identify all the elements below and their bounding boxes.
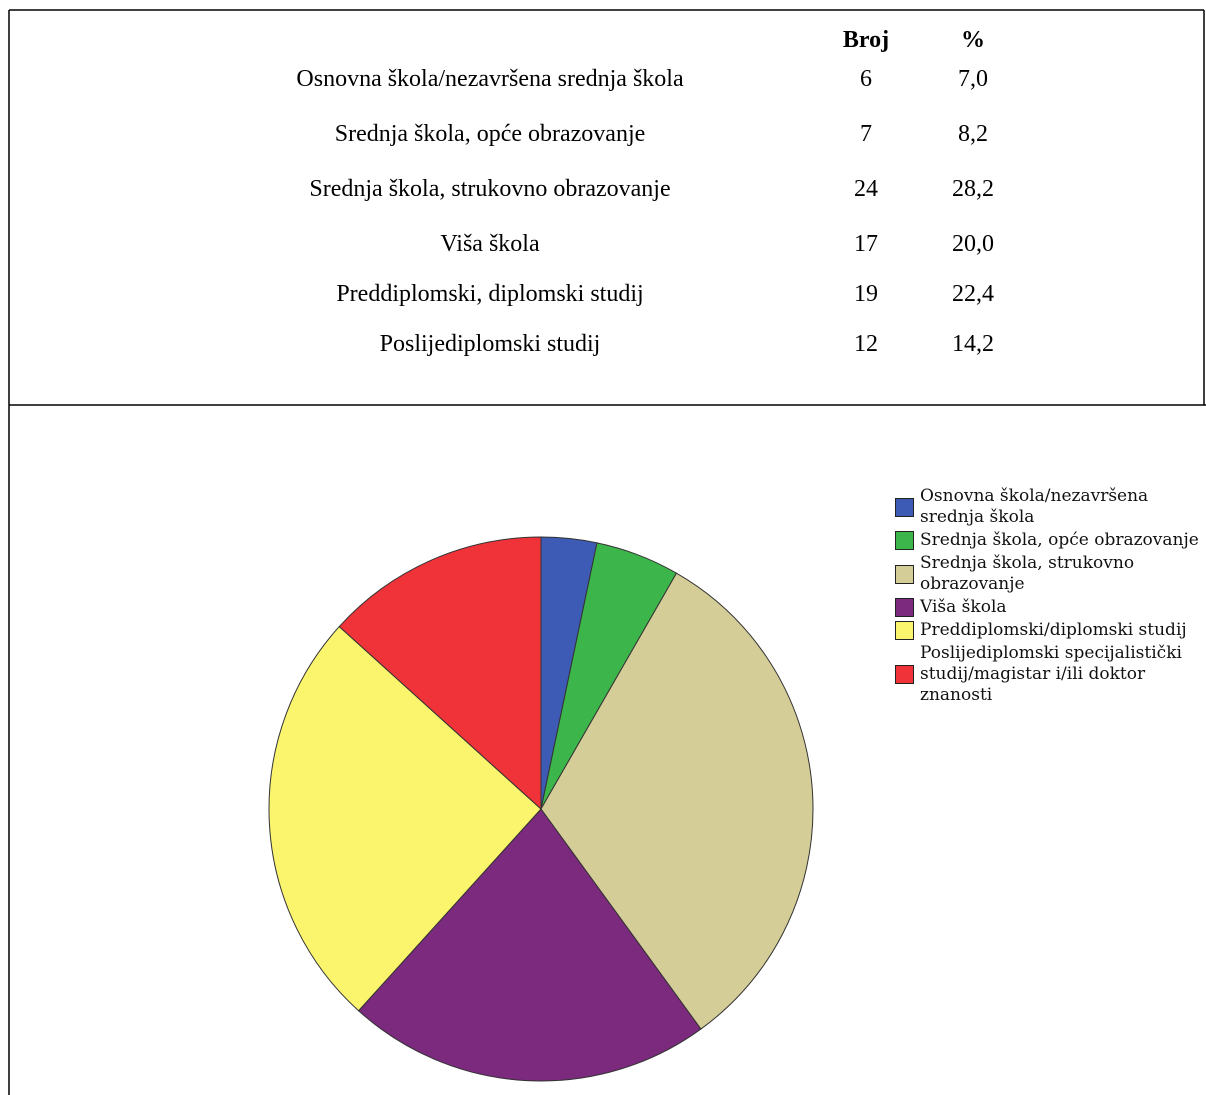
pie [268,536,814,1082]
legend-swatch [895,564,914,584]
pie-slice [338,536,542,811]
legend-label: Srednja škola, opće obrazovanje [920,530,1199,550]
legend-entry: Preddiplomski/diplomski studij [895,620,1200,641]
legend-swatch [895,621,914,640]
table-cell: 17 [854,231,878,257]
legend: Osnovna škola/nezavršena srednja škola Sr… [895,486,1200,708]
legend-label: Viša škola [920,597,1007,617]
legend-entry: Viša škola [895,597,1200,618]
table-cell: 7,0 [958,66,988,92]
table-cell: Srednja škola, strukovno obrazovanje [309,176,671,202]
table-cell: Poslijediplomski studij [379,331,601,357]
table-cell: 24 [854,176,878,202]
legend-entry: Srednja škola, opće obrazovanje [895,530,1200,551]
table-cell: 8,2 [958,121,988,147]
pie-slice [268,625,542,1012]
table-cell: 22,4 [952,281,994,307]
legend-label: Osnovna škola/nezavršena srednja škola [920,486,1149,527]
legend-label: Srednja škola, strukovno obrazovanje [920,553,1135,594]
legend-label: Poslijediplomski specijalistički studij/… [920,643,1182,705]
pie-slice [357,808,702,1082]
table-cell: 20,0 [952,231,994,257]
table-cell: 28,2 [952,176,994,202]
table-cell: Srednja škola, opće obrazovanje [334,121,646,147]
column-header: % [961,27,985,53]
table-cell: Osnovna škola/nezavršena srednja škola [296,66,684,92]
column-header: Broj [842,27,890,53]
table-cell: Viša škola [440,231,540,257]
table-cell: 19 [854,281,878,307]
table-cell: 14,2 [952,331,994,357]
legend-entry: Srednja škola, strukovno obrazovanje [895,553,1200,595]
pie-slice [540,572,814,1030]
legend-swatch [895,497,914,517]
table-cell: 6 [860,66,872,92]
legend-swatch [895,531,914,550]
legend-swatch [895,665,914,684]
table-cell: 12 [854,331,878,357]
legend-label: Preddiplomski/diplomski studij [920,620,1187,640]
table-cell: Preddiplomski, diplomski studij [336,281,644,307]
legend-swatch [895,598,914,617]
legend-entry: Poslijediplomski specijalistički studij/… [895,643,1200,706]
legend-entry: Osnovna škola/nezavršena srednja škola [895,486,1200,528]
table-cell: 7 [860,121,872,147]
